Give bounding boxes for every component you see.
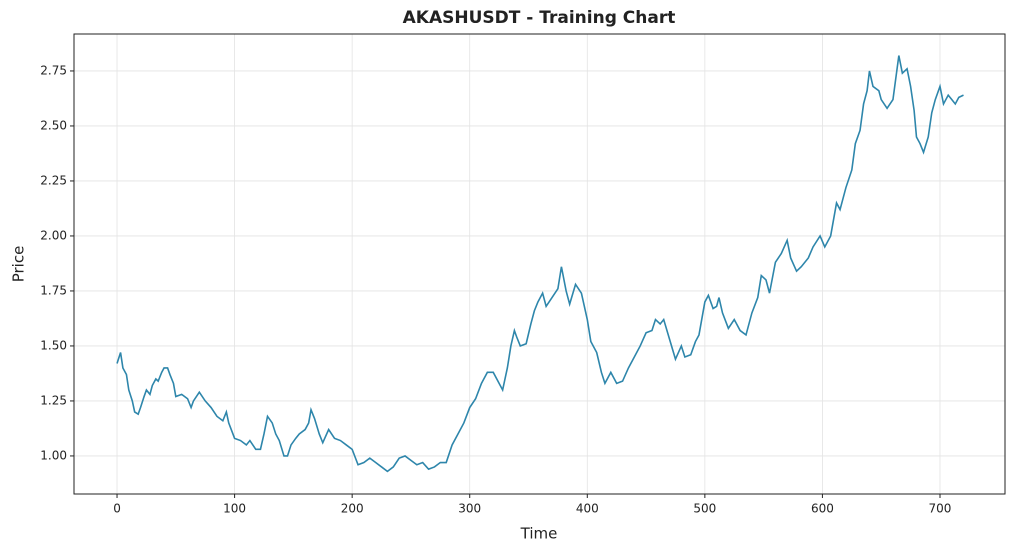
y-tick-label: 1.50 xyxy=(40,338,67,352)
plot-frame xyxy=(73,33,1006,495)
x-tick-label: 600 xyxy=(811,502,834,516)
x-tick-label: 500 xyxy=(693,502,716,516)
y-tick-label: 1.75 xyxy=(40,283,67,297)
y-tick-label: 2.50 xyxy=(40,118,67,132)
y-axis-label: Price xyxy=(10,246,28,283)
price-line xyxy=(116,55,964,473)
y-tick-label: 2.25 xyxy=(40,173,67,187)
y-tick-label: 2.00 xyxy=(40,228,67,242)
x-tick-label: 400 xyxy=(576,502,599,516)
x-tick-label: 700 xyxy=(929,502,952,516)
x-tick-label: 100 xyxy=(223,502,246,516)
x-tick-label: 0 xyxy=(113,502,121,516)
y-tick-label: 1.25 xyxy=(40,393,67,407)
chart-title: AKASHUSDT - Training Chart xyxy=(403,8,676,28)
x-tick-label: 200 xyxy=(341,502,364,516)
x-tick-label: 300 xyxy=(458,502,481,516)
x-axis-label: Time xyxy=(520,525,558,543)
y-tick-label: 2.75 xyxy=(40,63,67,77)
y-tick-label: 1.00 xyxy=(40,448,67,462)
